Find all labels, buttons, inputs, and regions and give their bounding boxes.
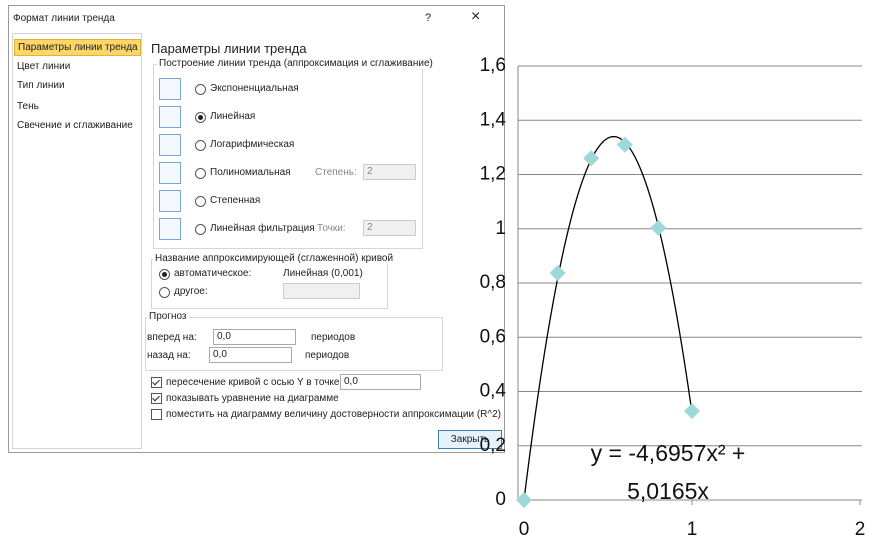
x-tick-label: 1 — [687, 519, 698, 540]
trendline-equation: 5,0165x — [627, 478, 709, 504]
y-tick-label: 0,4 — [480, 381, 507, 402]
x-tick-label: 2 — [855, 519, 866, 540]
y-tick-label: 0,2 — [480, 435, 506, 456]
y-tick-label: 1,4 — [480, 109, 507, 130]
y-tick-label: 0,8 — [480, 272, 506, 293]
chart: 0 0,2 0,4 0,6 0,8 1 1,2 1,4 1,6 0 1 2 y = -4,6957x² … — [0, 0, 870, 542]
y-tick-label: 0 — [495, 489, 506, 510]
y-tick-label: 1,6 — [480, 55, 506, 76]
scatter-point — [550, 265, 566, 281]
x-tick-label: 0 — [519, 519, 530, 540]
trendline-equation: y = -4,6957x² + — [591, 440, 746, 466]
scatter-point — [684, 403, 700, 419]
y-tick-label: 1 — [495, 218, 506, 239]
scatter-point — [583, 150, 599, 166]
scatter-point — [650, 220, 666, 236]
y-tick-label: 1,2 — [480, 164, 506, 185]
y-tick-label: 0,6 — [480, 326, 506, 347]
page: Формат линии тренда ? × Параметры линии … — [0, 0, 870, 542]
